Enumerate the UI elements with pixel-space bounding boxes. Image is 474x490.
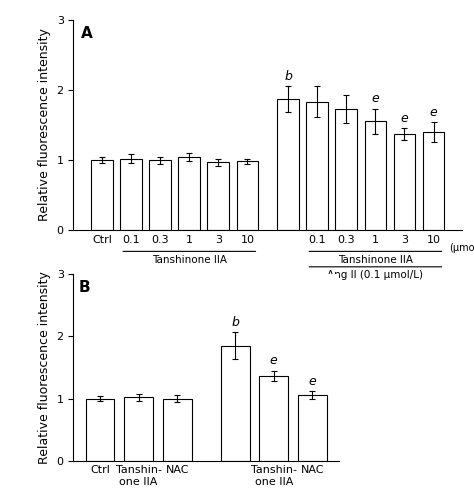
Bar: [277, 99, 299, 230]
Bar: [306, 102, 328, 230]
Text: e: e: [372, 92, 379, 105]
Bar: [208, 162, 229, 230]
Bar: [120, 159, 142, 230]
Text: b: b: [284, 70, 292, 83]
Bar: [237, 162, 258, 230]
Bar: [221, 346, 250, 461]
Bar: [336, 109, 357, 230]
Text: e: e: [430, 106, 438, 119]
Bar: [259, 375, 288, 461]
Text: A: A: [81, 26, 93, 41]
Bar: [298, 395, 327, 461]
Text: (μmol/L): (μmol/L): [449, 243, 474, 253]
Bar: [91, 160, 113, 230]
Bar: [124, 397, 153, 461]
Text: e: e: [401, 112, 409, 125]
Y-axis label: Relative fluorescence intensity: Relative fluorescence intensity: [38, 271, 51, 464]
Text: B: B: [79, 280, 91, 295]
Bar: [85, 398, 115, 461]
Bar: [393, 134, 415, 230]
Text: e: e: [309, 375, 316, 388]
Text: e: e: [270, 354, 278, 368]
Y-axis label: Relative fluorescence intensity: Relative fluorescence intensity: [38, 28, 51, 221]
Text: Tanshinone IIA: Tanshinone IIA: [152, 255, 227, 265]
Text: Tanshinone IIA: Tanshinone IIA: [338, 255, 413, 265]
Bar: [423, 132, 445, 230]
Text: Ang II (0.1 μmol/L): Ang II (0.1 μmol/L): [328, 270, 423, 280]
Bar: [365, 122, 386, 230]
Bar: [178, 157, 200, 230]
Bar: [163, 398, 191, 461]
Bar: [149, 160, 171, 230]
Text: b: b: [231, 316, 239, 329]
